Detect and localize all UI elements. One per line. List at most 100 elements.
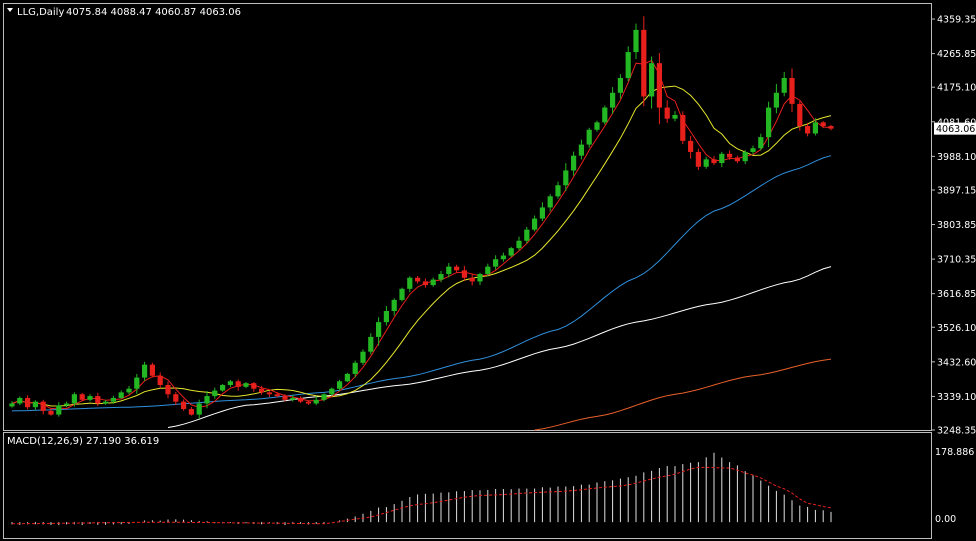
- candle: [469, 274, 475, 286]
- symbol-label: LLG,Daily: [17, 7, 64, 18]
- candle: [727, 150, 733, 160]
- candle: [602, 105, 608, 125]
- ma-orange-line: [534, 358, 832, 431]
- candle: [516, 236, 522, 251]
- ma-blue-line: [11, 155, 832, 412]
- candle: [243, 382, 249, 389]
- ma-yellow-line: [11, 85, 832, 407]
- candle: [87, 394, 93, 402]
- candle: [134, 374, 140, 394]
- price-tick-label: 3339.10: [937, 392, 976, 403]
- candle: [828, 124, 834, 131]
- candle: [812, 118, 818, 136]
- candle: [649, 56, 655, 109]
- candle: [571, 151, 577, 176]
- candle: [32, 400, 38, 410]
- candle: [773, 84, 779, 114]
- candle: [547, 194, 553, 212]
- candle: [110, 395, 116, 404]
- price-tick-label: 3988.10: [937, 152, 976, 163]
- candle: [282, 394, 288, 402]
- candle: [485, 263, 491, 277]
- price-tick-label: 3616.85: [937, 289, 976, 300]
- candle: [95, 392, 101, 406]
- dropdown-triangle-icon[interactable]: [7, 8, 13, 12]
- candle: [298, 396, 304, 403]
- candle: [586, 127, 592, 148]
- candle: [220, 384, 226, 392]
- candle: [461, 265, 467, 281]
- candle: [664, 100, 670, 123]
- candle: [633, 23, 639, 60]
- candle: [188, 406, 194, 416]
- price-tick-label: 4359.35: [937, 15, 976, 26]
- candle: [173, 391, 179, 406]
- candle: [344, 372, 350, 383]
- candle: [118, 390, 124, 399]
- candle: [781, 71, 787, 97]
- candle: [750, 145, 756, 155]
- price-tick-label: 3897.15: [937, 186, 976, 197]
- candle: [383, 305, 389, 326]
- candle: [25, 395, 31, 410]
- candle: [266, 391, 272, 397]
- candle: [680, 111, 686, 145]
- candle: [149, 362, 155, 378]
- macd-tick-label: 178.886: [935, 447, 974, 458]
- candle: [196, 399, 202, 419]
- candle: [40, 399, 46, 415]
- candle: [641, 16, 647, 107]
- candle: [204, 391, 210, 409]
- macd-label: MACD(12,26,9) 27.190 36.619: [7, 436, 159, 447]
- candle: [399, 287, 405, 302]
- candle: [212, 387, 218, 399]
- ohlc-values: 4075.84 4088.47 4060.87 4063.06: [66, 7, 241, 18]
- price-tick-label: 3526.10: [937, 323, 976, 334]
- candle: [313, 396, 319, 406]
- price-tick-label: 3248.35: [937, 426, 976, 437]
- candle: [157, 372, 163, 389]
- candle: [71, 392, 77, 407]
- candle: [688, 136, 694, 159]
- price-axis: 4359.354265.854175.104081.603988.103897.…: [931, 15, 976, 437]
- macd-pane-border: [3, 432, 932, 539]
- candle: [259, 385, 265, 395]
- macd-axis: 178.886 0.00: [935, 447, 974, 525]
- price-tick-label: 3803.85: [937, 220, 976, 231]
- candle: [391, 298, 397, 316]
- candle: [48, 408, 54, 416]
- candle: [766, 101, 772, 148]
- candle: [227, 379, 233, 387]
- candle: [235, 379, 241, 391]
- candle: [376, 317, 382, 346]
- candle: [820, 121, 826, 129]
- macd-signal-line: [12, 466, 832, 525]
- candle: [789, 68, 795, 113]
- candle: [274, 392, 280, 398]
- candle: [103, 399, 109, 405]
- candle: [742, 150, 748, 165]
- candle: [703, 156, 709, 169]
- candle: [290, 394, 296, 402]
- candle: [56, 402, 62, 417]
- candle: [321, 393, 327, 402]
- candle: [563, 163, 569, 192]
- candle: [454, 264, 460, 273]
- main-pane-border: [3, 3, 932, 431]
- candle: [625, 46, 631, 82]
- candle: [430, 277, 436, 287]
- candle: [438, 270, 444, 283]
- current-price-label: 4063.06: [936, 124, 975, 135]
- price-tick-label: 4265.85: [937, 49, 976, 60]
- candles: [9, 16, 834, 419]
- price-tick-label: 3710.35: [937, 255, 976, 266]
- candle: [360, 349, 366, 366]
- candle: [17, 396, 23, 406]
- candle: [539, 202, 545, 222]
- candle: [251, 382, 257, 392]
- candle: [493, 255, 499, 270]
- candle: [9, 401, 15, 408]
- candle: [797, 101, 803, 131]
